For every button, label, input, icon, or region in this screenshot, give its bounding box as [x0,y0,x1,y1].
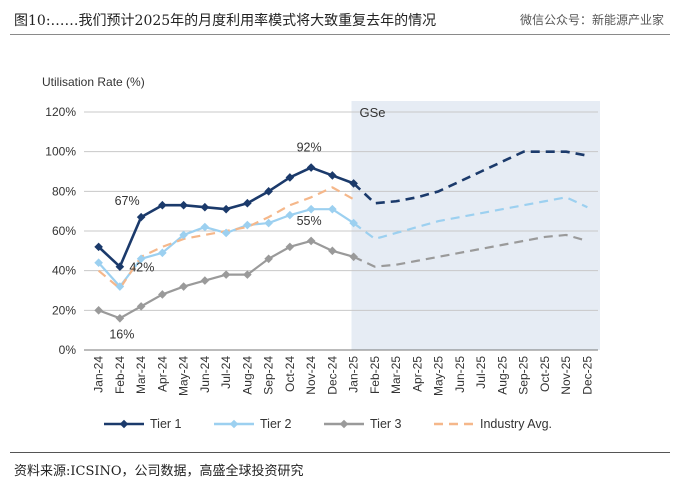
tier3-marker [328,246,337,256]
x-tick-label: Jan-25 [347,356,361,393]
x-tick-label: Apr-24 [155,356,169,392]
forecast-shade [351,101,600,350]
tier2-marker [179,230,188,240]
tier1-marker [115,262,125,271]
tier1-forecast-line [352,150,588,205]
legend-label: Tier 3 [370,417,402,431]
x-tick-label: Jul-25 [474,356,488,389]
tier2-marker [264,218,273,228]
legend-marker [229,419,239,429]
data-label: 67% [115,194,140,208]
legend-item-tier3: Tier 3 [324,417,402,431]
x-tick-label: Jun-24 [198,356,212,393]
tier1-marker [285,173,295,182]
data-label: 92% [297,141,322,155]
tier1-marker [200,202,210,212]
x-tick-label: Apr-25 [410,356,424,392]
tier3-marker [136,302,146,311]
x-tick-label: Jul-24 [219,356,233,389]
x-tick-label: May-24 [177,356,191,396]
legend-label: Tier 2 [260,417,292,431]
x-tick-label: Feb-25 [368,356,382,394]
tier2-marker [221,228,231,238]
x-tick-label: Oct-24 [283,356,297,392]
figure-title: 图10:……我们预计2025年的月度利用率模式将大致重复去年的情况 [14,13,437,29]
tier2-marker [349,218,358,228]
tier1-marker [179,200,188,210]
legend-marker [339,419,349,429]
tier2-marker [285,210,295,220]
legend-item-tier2: Tier 2 [214,417,292,431]
data-label: 16% [109,327,134,341]
x-tick-label: Dec-24 [325,356,339,395]
tier3-marker [264,254,273,264]
tier2-marker [158,248,167,258]
x-tick-label: Jun-25 [453,356,467,393]
tier2-marker [94,258,103,268]
x-tick-label: Dec-25 [580,356,594,395]
tier1-marker [158,200,167,210]
source-note: 资料来源:ICSINO，公司数据，高盛全球投资研究 [14,464,304,479]
tier3-marker [158,290,167,299]
tier2-marker [243,220,252,230]
tier2-marker [328,204,337,214]
forecast-label: GSe [360,105,386,120]
y-tick-label: 20% [52,303,76,317]
tier3-forecast-line [353,233,588,268]
y-tick-label: 120% [45,105,76,119]
y-tick-label: 40% [52,264,76,278]
tier3-marker [285,242,295,252]
legend-label: Industry Avg. [480,417,552,431]
tier2-marker [306,204,316,214]
x-tick-label: Jan-24 [92,356,106,393]
tier3-actual-line [98,239,354,320]
source-rule [10,452,670,453]
tier1-marker [328,171,337,180]
tier1-marker [94,242,103,252]
title-rule [10,34,670,35]
tier2-marker [115,282,125,291]
tier3-marker [349,252,358,262]
x-tick-label: Nov-24 [304,356,318,395]
tier3-marker [179,282,188,291]
data-label: 42% [129,261,154,275]
x-tick-label: Feb-24 [113,356,127,394]
legend-item-tier1: Tier 1 [104,417,182,431]
legend-label: Tier 1 [150,417,182,431]
x-tick-label: Aug-24 [240,356,254,395]
tier1-marker [306,163,316,172]
y-tick-label: 60% [52,224,76,238]
x-tick-label: Sep-25 [517,356,531,395]
tier3-marker [115,313,125,323]
x-tick-label: Sep-24 [262,356,276,395]
y-tick-label: 100% [45,145,76,159]
tier3-marker [306,236,316,246]
tier1-marker [349,179,358,188]
tier1-marker [264,187,273,196]
tier3-marker [94,306,103,315]
x-tick-label: Nov-25 [559,356,573,395]
x-tick-label: Oct-25 [538,356,552,392]
tier2-marker [136,254,146,264]
tier1-marker [221,204,231,214]
tier3-marker [243,270,252,279]
y-axis-label: Utilisation Rate (%) [42,75,145,89]
tier3-marker [200,276,210,285]
x-tick-label: May-25 [432,356,446,396]
y-tick-label: 80% [52,184,76,198]
tier1-marker [136,212,146,222]
tier3-marker [221,270,231,279]
legend-marker [119,419,129,429]
data-label: 55% [297,214,322,228]
tier2-forecast-line [352,196,588,241]
x-tick-label: Mar-25 [389,356,403,394]
tier1-marker [243,198,252,208]
y-tick-label: 0% [59,343,77,357]
legend-item-industry: Industry Avg. [434,417,552,431]
x-tick-label: Aug-25 [495,356,509,395]
x-tick-label: Mar-24 [134,356,148,394]
watermark: 微信公众号：新能源产业家 [517,11,666,28]
tier2-marker [200,222,210,232]
